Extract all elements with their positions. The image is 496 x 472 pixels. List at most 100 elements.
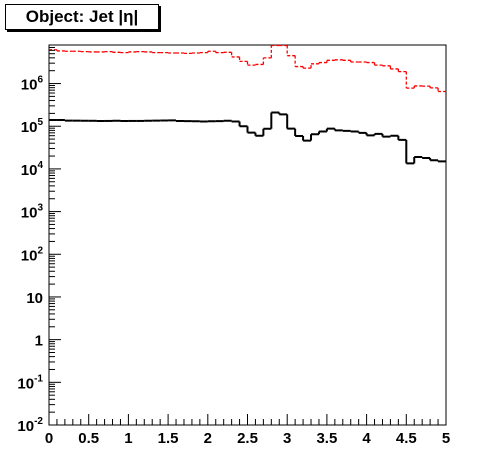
- y-tick-exponent: 4: [37, 160, 43, 171]
- y-tick-base: 10: [21, 162, 38, 179]
- series-0-bin: [405, 71, 415, 89]
- series-1-bin: [246, 126, 256, 134]
- x-tick-label: 3: [283, 430, 291, 447]
- series-0-bin: [207, 50, 216, 53]
- series-0: [49, 44, 446, 93]
- series-1-bin: [302, 136, 312, 142]
- series-0-bin: [334, 59, 343, 61]
- series-0-bin: [413, 85, 423, 89]
- series-0-bin: [230, 52, 240, 58]
- series-0-bin: [127, 51, 137, 53]
- series-0-bin: [254, 63, 264, 66]
- series-0-bin: [151, 51, 161, 54]
- series-1-bin: [278, 112, 288, 116]
- x-tick-label: 5: [442, 430, 450, 447]
- series-group: [49, 44, 446, 165]
- x-tick-label: 2: [204, 430, 212, 447]
- series-1-bin: [317, 130, 327, 135]
- y-tick-exponent: 5: [37, 117, 43, 128]
- y-tick-exponent: 6: [37, 75, 43, 86]
- x-tick-label: 0: [45, 430, 53, 447]
- x-tick-label: 4.5: [396, 430, 417, 447]
- series-1-bin: [437, 160, 446, 163]
- series-0-bin: [318, 61, 327, 64]
- series-1-bin: [429, 158, 439, 162]
- series-1-bin: [294, 128, 304, 138]
- y-tick-label: 102: [21, 245, 44, 264]
- series-0-bin: [262, 57, 272, 65]
- series-1-bin: [270, 111, 280, 129]
- x-tick-label: 4: [362, 430, 371, 447]
- series-0-bin: [310, 63, 319, 69]
- x-tick-label: 2.5: [237, 430, 258, 447]
- series-0-bin: [270, 44, 280, 58]
- series-0-bin: [238, 56, 248, 63]
- y-tick-base: 10: [21, 247, 38, 264]
- y-tick-base: 10: [21, 205, 38, 222]
- series-0-bin: [246, 61, 256, 66]
- series-1-bin: [397, 135, 407, 141]
- series-1-bin: [357, 131, 367, 134]
- series-0-bin: [294, 55, 304, 68]
- series-0-bin: [111, 51, 121, 53]
- series-1: [49, 111, 446, 165]
- series-1-bin: [365, 132, 375, 137]
- series-1-bin: [325, 127, 335, 132]
- x-tick-label: 3.5: [316, 430, 337, 447]
- series-1-bin: [349, 130, 359, 133]
- series-1-bin: [238, 121, 248, 128]
- series-1-bin: [310, 133, 319, 141]
- series-1-bin: [63, 119, 73, 122]
- series-0-bin: [437, 87, 446, 93]
- series-1-bin: [405, 139, 415, 165]
- series-1-bin: [421, 157, 431, 160]
- chart-title: Object: Jet |η|: [25, 7, 139, 26]
- y-tick-label: 103: [21, 203, 44, 222]
- series-1-bin: [230, 120, 240, 123]
- y-tick-label: 106: [21, 75, 44, 94]
- y-tick-base: 10: [21, 119, 38, 136]
- title-box: Object: Jet |η|: [5, 4, 159, 30]
- y-tick-base: 10: [26, 290, 43, 307]
- x-tick-label: 0.5: [78, 430, 99, 447]
- series-0-bin: [215, 51, 224, 54]
- series-0-bin: [56, 49, 65, 52]
- series-0-bin: [381, 65, 391, 67]
- series-1-bin: [254, 132, 264, 137]
- series-0-bin: [286, 45, 296, 57]
- series-1-bin: [333, 128, 343, 132]
- series-1-bin: [373, 132, 383, 136]
- series-0-bin: [326, 59, 335, 63]
- plot-frame: [48, 44, 447, 426]
- y-tick-base: 10: [21, 77, 38, 94]
- series-0-bin: [373, 62, 383, 66]
- y-tick-base: 10: [17, 418, 34, 435]
- series-1-bin: [413, 156, 423, 164]
- series-0-bin: [429, 86, 439, 89]
- y-tick-label: 10: [26, 290, 43, 307]
- series-0-bin: [350, 60, 359, 63]
- x-tick-label: 1.5: [158, 430, 179, 447]
- x-tick-labels: 0 0.5 1 1.5 2 2.5 3 3.5 4 4.5 5: [45, 430, 450, 447]
- series-1-bin: [286, 114, 296, 130]
- y-tick-base: 10: [17, 375, 34, 392]
- y-tick-exponent: 3: [37, 203, 43, 214]
- y-tick-base: 1: [35, 333, 43, 350]
- series-0-bin: [342, 59, 351, 61]
- y-tick-label: 10-2: [17, 416, 43, 435]
- y-tick-exponent: 2: [37, 245, 43, 256]
- series-0-bin: [365, 61, 375, 64]
- series-1-bin: [175, 119, 184, 122]
- series-0-bin: [389, 65, 399, 70]
- series-1-bin: [389, 134, 399, 137]
- tick-marks: [48, 44, 447, 426]
- y-tick-label: 104: [21, 160, 44, 179]
- x-tick-label: 1: [124, 430, 132, 447]
- series-1-bin: [262, 127, 272, 136]
- y-tick-label: 1: [35, 333, 43, 350]
- series-0-bin: [397, 68, 407, 73]
- y-tick-label: 10-1: [17, 373, 43, 392]
